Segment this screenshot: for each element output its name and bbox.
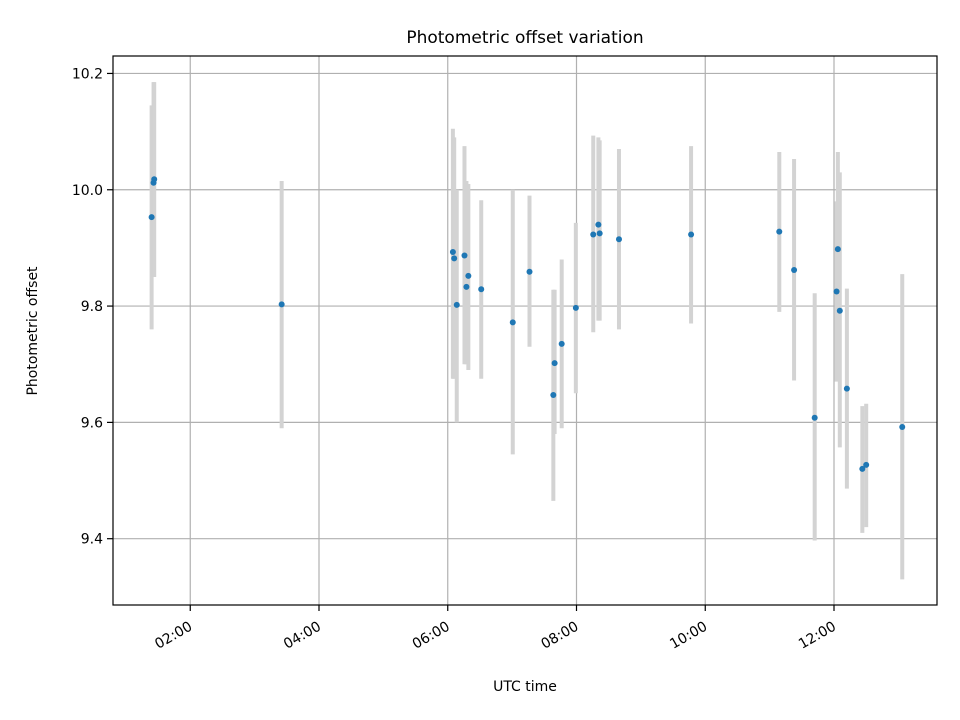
data-point [615,236,622,243]
data-point [461,252,468,259]
data-point [463,283,470,290]
data-point [836,307,843,314]
data-point [478,286,485,293]
x-tick-label: 12:00 [796,619,839,653]
y-tick-label: 10.0 [72,183,103,199]
error-bars [149,82,905,580]
data-point [859,465,866,472]
y-tick-label: 9.4 [81,532,103,548]
x-tick-label: 04:00 [281,619,324,653]
data-point [833,288,840,295]
x-tick-label: 02:00 [152,619,195,653]
x-axis-ticks: 02:00 04:00 06:00 08:00 10:00 12:00 [152,605,839,653]
plot-frame [112,55,938,606]
data-point [863,461,870,468]
data-point [834,246,841,253]
y-axis-label: Photometric offset [25,266,41,396]
data-point [776,228,783,235]
data-point [811,414,818,421]
data-point [465,272,472,279]
data-point [558,340,565,347]
data-point [791,267,798,274]
data-point [550,392,557,399]
data-point [843,385,850,392]
x-tick-label: 06:00 [410,619,453,653]
data-point [572,304,579,311]
data-point [596,230,603,237]
x-tick-label: 08:00 [539,619,582,653]
data-point [688,231,695,238]
data-point [449,248,456,255]
data-point [151,176,158,183]
y-axis-ticks: 9.4 9.6 9.8 10.0 10.2 [72,66,113,548]
data-point [453,301,460,308]
data-point [595,221,602,228]
data-point [451,255,458,262]
data-point [590,231,597,238]
y-tick-label: 10.2 [72,66,103,82]
data-point [509,319,516,326]
data-point [551,360,558,367]
chart-title: Photometric offset variation [406,28,643,48]
x-tick-label: 10:00 [667,619,710,653]
data-point [278,301,285,308]
y-tick-label: 9.8 [81,299,103,315]
y-tick-label: 9.6 [81,415,103,431]
data-point [148,214,155,221]
grid-lines [113,56,937,605]
x-axis-label: UTC time [493,679,557,695]
data-point [526,268,533,275]
data-points [148,176,906,472]
data-point [899,424,906,431]
